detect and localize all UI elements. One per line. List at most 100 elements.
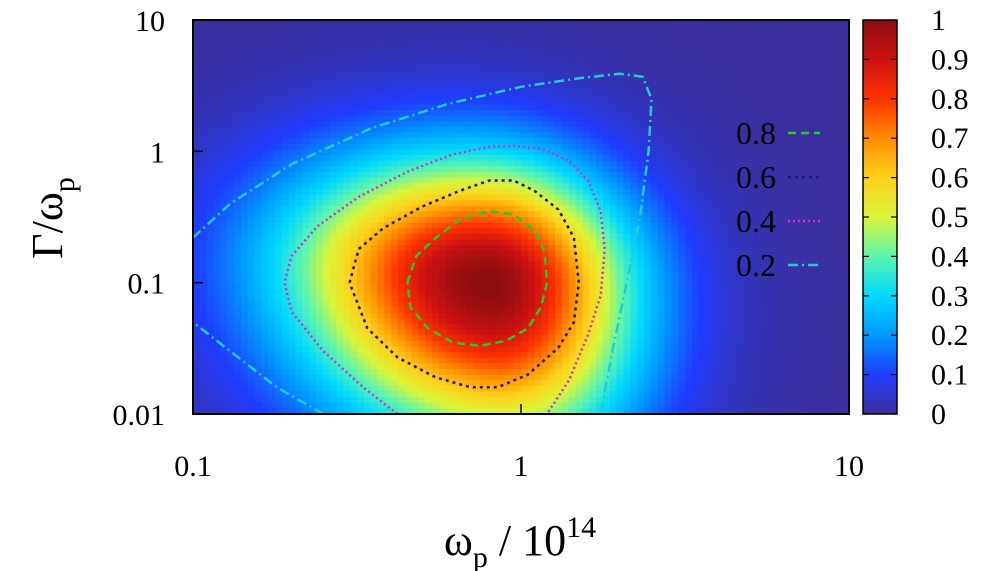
heatmap-cell	[220, 87, 228, 94]
heatmap-cell	[609, 250, 618, 257]
heatmap-cell	[466, 262, 474, 269]
heatmap-cell	[473, 98, 481, 106]
heatmap-cell	[698, 149, 707, 156]
heatmap-cell	[336, 166, 344, 173]
heatmap-cell	[568, 149, 577, 156]
heatmap-cell	[466, 200, 474, 207]
heatmap-cell	[767, 31, 775, 38]
heatmap-cell	[678, 132, 686, 139]
heatmap-cell	[411, 132, 420, 139]
heatmap-cell	[425, 205, 433, 212]
heatmap-cell	[391, 132, 399, 139]
heatmap-cell	[391, 205, 399, 212]
heatmap-cell	[439, 262, 447, 269]
heatmap-cell	[227, 200, 235, 207]
heatmap-cell	[268, 245, 276, 252]
heatmap-cell	[350, 194, 358, 201]
heatmap-cell	[787, 301, 795, 308]
heatmap-cell	[329, 138, 338, 145]
heatmap-cell	[753, 307, 761, 314]
heatmap-cell	[363, 307, 372, 314]
heatmap-cell	[644, 121, 652, 128]
heatmap-cell	[268, 20, 276, 27]
heatmap-cell	[603, 110, 611, 117]
heatmap-cell	[787, 295, 795, 303]
heatmap-cell	[357, 200, 365, 207]
heatmap-cell	[657, 98, 666, 106]
heatmap-cell	[336, 211, 344, 218]
heatmap-cell	[760, 166, 768, 173]
heatmap-cell	[234, 273, 242, 280]
heatmap-cell	[582, 273, 590, 280]
heatmap-cell	[370, 155, 379, 162]
heatmap-cell	[671, 211, 679, 218]
heatmap-cell	[842, 31, 850, 38]
heatmap-cell	[473, 171, 481, 179]
heatmap-cell	[514, 155, 522, 162]
heatmap-cell	[336, 228, 344, 235]
heatmap-cell	[220, 93, 228, 100]
heatmap-cell	[568, 205, 577, 212]
heatmap-cell	[521, 217, 529, 224]
heatmap-cell	[261, 155, 269, 162]
heatmap-cell	[411, 59, 420, 66]
heatmap-cell	[227, 25, 235, 32]
heatmap-cell	[589, 217, 597, 224]
heatmap-cell	[193, 59, 201, 66]
heatmap-cell	[548, 53, 556, 60]
heatmap-cell	[657, 138, 666, 145]
heatmap-cell	[275, 222, 283, 229]
heatmap-cell	[247, 273, 256, 280]
heatmap-cell	[582, 98, 590, 106]
heatmap-cell	[637, 70, 645, 77]
heatmap-cell	[288, 301, 297, 308]
heatmap-cell	[609, 222, 618, 229]
heatmap-cell	[814, 200, 823, 207]
heatmap-cell	[493, 245, 502, 252]
heatmap-cell	[384, 278, 392, 286]
heatmap-cell	[404, 31, 413, 38]
heatmap-cell	[452, 301, 461, 308]
heatmap-cell	[322, 81, 331, 89]
heatmap-cell	[234, 205, 242, 212]
heatmap-cell	[691, 65, 700, 72]
heatmap-cell	[760, 143, 768, 151]
heatmap-cell	[808, 36, 816, 44]
heatmap-cell	[411, 93, 420, 100]
heatmap-cell	[281, 59, 290, 66]
heatmap-cell	[637, 25, 645, 32]
heatmap-cell	[281, 160, 290, 167]
heatmap-cell	[726, 126, 734, 134]
heatmap-cell	[439, 211, 447, 218]
heatmap-cell	[500, 53, 508, 60]
heatmap-cell	[213, 228, 221, 235]
heatmap-cell	[500, 115, 508, 122]
heatmap-cell	[835, 183, 843, 190]
heatmap-cell	[842, 222, 850, 229]
heatmap-cell	[281, 143, 290, 151]
heatmap-cell	[794, 284, 802, 291]
heatmap-cell	[302, 177, 310, 184]
heatmap-cell	[637, 267, 645, 274]
heatmap-cell	[603, 217, 611, 224]
heatmap-cell	[261, 115, 269, 122]
heatmap-cell	[678, 250, 686, 257]
heatmap-cell	[527, 205, 536, 212]
heatmap-cell	[500, 222, 508, 229]
heatmap-cell	[281, 132, 290, 139]
heatmap-cell	[616, 76, 625, 83]
heatmap-cell	[650, 171, 659, 179]
heatmap-cell	[193, 262, 201, 269]
heatmap-cell	[445, 222, 454, 229]
heatmap-cell	[247, 31, 256, 38]
heatmap-cell	[575, 295, 584, 303]
heatmap-cell	[712, 81, 720, 89]
heatmap-cell	[582, 160, 590, 167]
heatmap-cell	[486, 301, 495, 308]
heatmap-cell	[418, 177, 426, 184]
heatmap-cell	[787, 228, 795, 235]
heatmap-cell	[295, 205, 303, 212]
heatmap-cell	[404, 25, 413, 32]
heatmap-cell	[794, 48, 802, 55]
heatmap-cell	[302, 138, 310, 145]
